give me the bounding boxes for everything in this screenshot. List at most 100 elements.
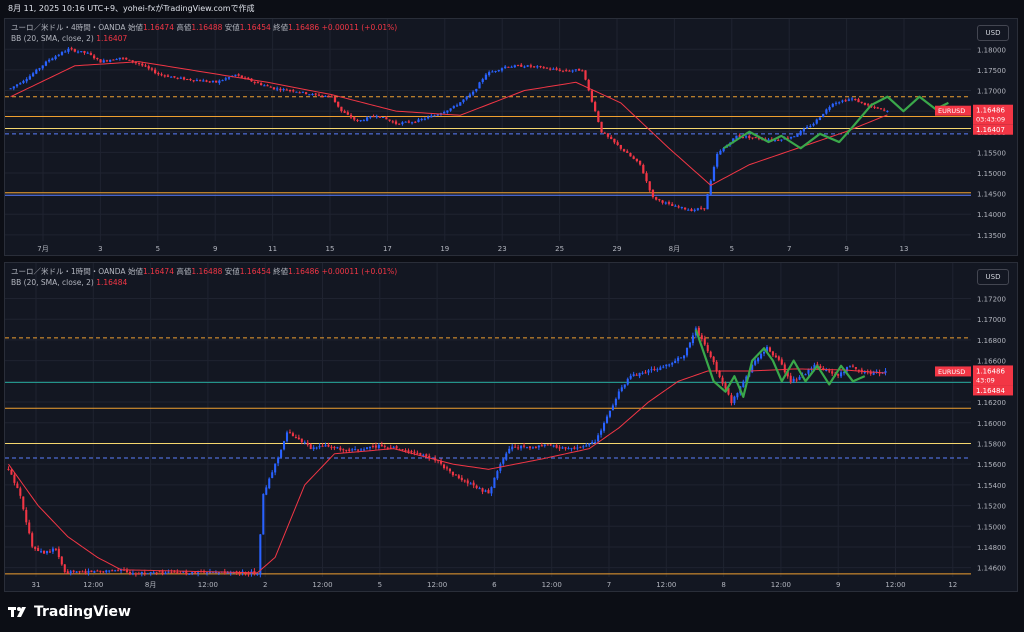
sma-line[interactable] (8, 368, 886, 574)
candle-body (857, 369, 860, 371)
candle-body (513, 65, 516, 68)
candle-body (793, 136, 796, 138)
legend-indicator[interactable]: BB (20, SMA, close, 2) (11, 34, 94, 43)
y-axis[interactable]: 1.172001.170001.168001.166001.164001.162… (977, 296, 1006, 573)
candle-body (647, 370, 650, 373)
x-tick-label: 9 (213, 245, 217, 253)
candle-body (63, 564, 66, 572)
candle-body (312, 447, 315, 450)
y-tick-label: 1.15200 (977, 503, 1006, 511)
candle-body (622, 149, 626, 152)
candle-body (327, 444, 330, 447)
candle-body (93, 571, 96, 573)
candle-body (496, 471, 499, 479)
legend-indicator[interactable]: BB (20, SMA, close, 2) (11, 278, 94, 287)
y-tick-label: 1.14800 (977, 544, 1006, 552)
candle-body (337, 101, 340, 107)
symbol-tag-text: EURUSD (938, 107, 965, 115)
candle-body (716, 153, 719, 167)
countdown-text: 03:43:09 (976, 116, 1005, 124)
legend-title: ユーロ／米ドル・1時間・OANDA (11, 267, 126, 276)
price-tag-text: 1.16486 (976, 107, 1005, 115)
sma-tag (973, 385, 1013, 396)
candle-body (733, 396, 736, 404)
candle-body (327, 95, 330, 97)
candle-body (641, 372, 644, 374)
candle-body (469, 483, 472, 485)
candle-body (626, 378, 629, 385)
x-axis[interactable]: 7月 3 5 9 11 15 17 19 23 25 29 8月 5 7 9 13 (37, 245, 908, 253)
candle-body (757, 358, 760, 362)
candle-body (365, 447, 369, 450)
candle-body (229, 572, 232, 574)
candle-body (822, 113, 825, 117)
candle-body (671, 362, 674, 365)
candle-body (799, 131, 802, 135)
candle-body (487, 490, 490, 494)
currency-button[interactable]: USD (977, 269, 1009, 285)
candle-body (265, 487, 268, 495)
x-axis[interactable]: 31 12:00 8月 12:00 2 12:00 5 12:00 6 12:00 7 12:00 8 1… (32, 581, 958, 589)
candle-body (189, 79, 192, 81)
candle-body (478, 488, 481, 490)
candle-body (597, 111, 600, 122)
candle-body (433, 115, 436, 117)
candle-body (789, 136, 793, 139)
x-tick-label: 5 (156, 245, 160, 253)
candle-body (262, 494, 265, 535)
candle-body (134, 573, 137, 575)
candle-body (25, 79, 28, 82)
candle-body (410, 451, 413, 453)
candle-body (491, 71, 494, 73)
candle-body (460, 477, 463, 481)
green-curve[interactable] (694, 329, 866, 398)
x-tick-label: 7 (787, 245, 791, 253)
candle-body (837, 374, 840, 376)
x-tick-label: 12:00 (771, 581, 791, 589)
y-tick-label: 1.17000 (977, 316, 1006, 324)
candle-body (696, 208, 700, 210)
y-tick-label: 1.17200 (977, 296, 1006, 304)
candle-body (748, 135, 751, 139)
x-tick-label: 19 (440, 245, 449, 253)
candle-body (617, 391, 620, 399)
candle-body (99, 59, 102, 63)
candle-body (565, 70, 568, 72)
chart-pane-4h[interactable]: 1.180001.175001.170001.165001.160001.155… (4, 18, 1018, 256)
candle-body (214, 572, 217, 574)
candle-body (154, 69, 157, 74)
chart-1h-svg[interactable]: 1.172001.170001.168001.166001.164001.162… (5, 263, 1017, 591)
candle-body (807, 369, 810, 374)
candle-body (137, 62, 141, 64)
green-curve[interactable] (723, 95, 949, 150)
chart-pane-1h[interactable]: 1.172001.170001.168001.166001.164001.162… (4, 262, 1018, 592)
x-tick-label: 13 (900, 245, 909, 253)
candle-body (404, 121, 407, 123)
sma-line[interactable] (10, 61, 888, 186)
chart-4h-svg[interactable]: 1.180001.175001.170001.165001.160001.155… (5, 19, 1017, 255)
y-tick-label: 1.16000 (977, 420, 1006, 428)
candle-body (475, 485, 478, 489)
candle-body (481, 488, 484, 492)
candle-body (295, 91, 298, 93)
candle-body (422, 454, 425, 456)
candle-body (751, 364, 754, 373)
candle-body (623, 384, 626, 388)
candle-body (205, 572, 209, 574)
candle-body (724, 383, 727, 389)
candle-body (227, 77, 231, 79)
candle-body (606, 133, 610, 137)
candle-body (462, 99, 465, 103)
candle-body (125, 57, 128, 60)
y-axis[interactable]: 1.180001.175001.170001.165001.160001.155… (977, 46, 1006, 240)
currency-button[interactable]: USD (977, 25, 1009, 41)
candle-body (22, 80, 25, 83)
candle-body (413, 451, 416, 453)
candle-body (179, 572, 182, 574)
candle-body (804, 374, 807, 376)
candle-body (348, 449, 351, 452)
candle-body (613, 138, 616, 143)
candle-body (802, 128, 806, 132)
candle-body (841, 100, 844, 102)
legend-4h: ユーロ／米ドル・4時間・OANDA 始値1.16474 高値1.16488 安値… (11, 22, 397, 44)
